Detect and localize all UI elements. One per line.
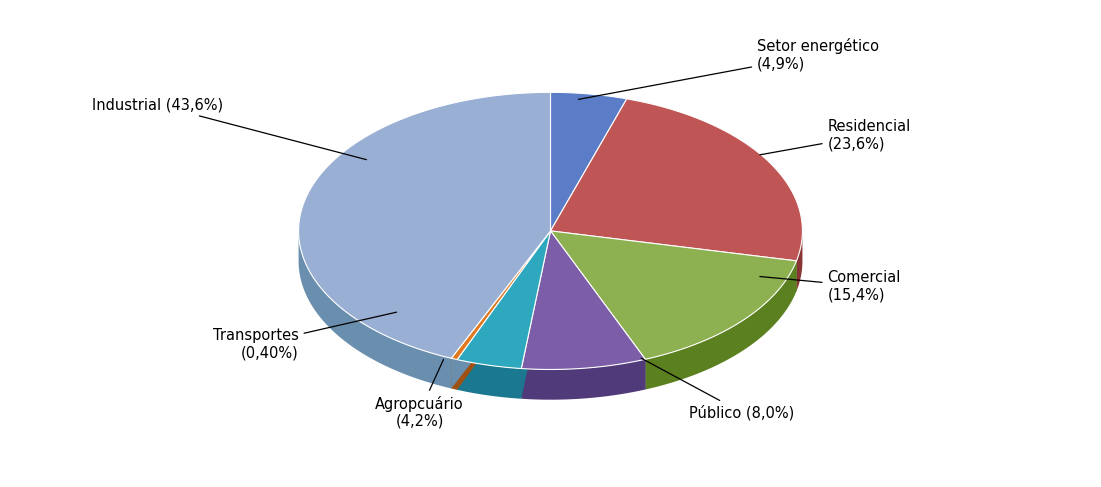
Polygon shape <box>550 99 803 261</box>
Polygon shape <box>550 231 796 291</box>
Polygon shape <box>451 231 550 389</box>
Text: Residencial
(23,6%): Residencial (23,6%) <box>760 119 911 155</box>
Polygon shape <box>457 231 550 390</box>
Polygon shape <box>521 359 645 400</box>
Polygon shape <box>550 231 796 359</box>
Polygon shape <box>550 231 645 390</box>
Text: Comercial
(15,4%): Comercial (15,4%) <box>760 270 901 302</box>
Text: Setor energético
(4,9%): Setor energético (4,9%) <box>578 38 879 99</box>
Polygon shape <box>796 232 803 291</box>
Polygon shape <box>451 231 550 389</box>
Polygon shape <box>521 231 550 399</box>
Polygon shape <box>457 231 550 369</box>
Polygon shape <box>451 231 550 359</box>
Text: Transportes
(0,40%): Transportes (0,40%) <box>212 312 396 360</box>
Polygon shape <box>521 231 645 370</box>
Polygon shape <box>457 231 550 390</box>
Text: Industrial (43,6%): Industrial (43,6%) <box>91 97 367 160</box>
Polygon shape <box>550 231 796 291</box>
Polygon shape <box>645 261 796 390</box>
Polygon shape <box>550 93 626 231</box>
Polygon shape <box>550 231 645 390</box>
Text: Público (8,0%): Público (8,0%) <box>641 358 794 420</box>
Polygon shape <box>298 232 451 389</box>
Text: Agropcuário
(4,2%): Agropcuário (4,2%) <box>375 359 464 429</box>
Polygon shape <box>451 358 457 390</box>
Polygon shape <box>457 359 521 399</box>
Polygon shape <box>298 93 550 358</box>
Polygon shape <box>521 231 550 399</box>
